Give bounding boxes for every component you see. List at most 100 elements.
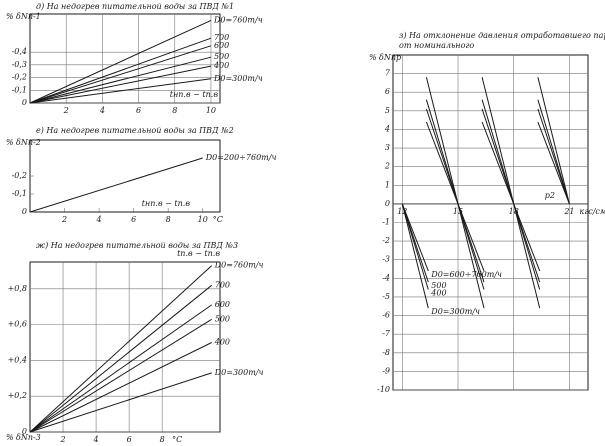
x-unit: °C — [213, 215, 223, 224]
y-tick-label: +0,6 — [8, 320, 27, 329]
series-line — [29, 45, 212, 104]
y-axis-label: δNп-2 — [16, 138, 41, 147]
x-tick-label: 2 — [61, 215, 67, 224]
y-tick-label: +0,2 — [8, 391, 27, 400]
x-tick-label: 10 — [206, 106, 216, 115]
x-tick-label: 8 — [166, 215, 171, 224]
y-tick-label: -5 — [382, 292, 390, 301]
x-axis-label: tнп.в − tп.в — [142, 199, 191, 208]
y-tick-label: -3 — [382, 255, 390, 264]
y-tick-label: 0 — [22, 98, 27, 107]
x-tick-label: 2 — [59, 435, 65, 444]
y-tick-label: -0,1 — [12, 85, 27, 94]
y-tick-label: -8 — [382, 348, 390, 357]
y-tick-label: -0,3 — [12, 60, 27, 69]
x-tick-label: 4 — [99, 106, 105, 115]
y-tick-label: 0 — [22, 427, 27, 436]
y-tick-label: -0,1 — [12, 189, 27, 198]
y-tick-label: 7 — [385, 69, 391, 78]
plot-frame — [29, 139, 221, 213]
x-tick-label: 6 — [136, 106, 141, 115]
y-tick-label: -6 — [382, 311, 390, 320]
y-tick-label: 3 — [385, 143, 390, 152]
series-line — [29, 56, 212, 104]
series-line — [401, 121, 570, 272]
x-axis-label: tп.в − tп.в — [177, 249, 220, 258]
y-unit: % — [6, 138, 14, 147]
y-tick-label: -9 — [382, 366, 390, 375]
y-tick-label: -2 — [382, 236, 390, 245]
chart-title: е) На недогрев питательной воды за ПВД №… — [36, 126, 234, 135]
y-tick-label: -7 — [382, 329, 391, 338]
x-tick-label: 6 — [131, 215, 136, 224]
series-line — [29, 265, 213, 433]
x-tick-label: 8 — [172, 106, 177, 115]
series-line — [29, 284, 213, 433]
x-tick-label: 21 — [563, 207, 574, 216]
x-unit: кгс/см² — [579, 207, 605, 216]
y-tick-label: 2 — [384, 162, 390, 171]
series-line — [29, 65, 212, 104]
y-tick-label: 1 — [385, 180, 390, 189]
x-tick-label: 8 — [160, 435, 165, 444]
series-line — [29, 372, 212, 433]
x-axis-label: tнп.в − tп.в — [170, 90, 219, 99]
chart-title: ж) На недогрев питательной воды за ПВД №… — [36, 241, 238, 250]
series-line — [29, 78, 212, 104]
y-tick-label: 0 — [22, 207, 27, 216]
series-label: D0=600÷760т/ч — [430, 270, 502, 279]
x-tick-label: 4 — [93, 435, 99, 444]
y-tick-label: -0,4 — [12, 47, 27, 56]
series-label: 700 — [214, 33, 229, 42]
y-tick-label: -0,2 — [12, 171, 27, 180]
series-label: 400 — [213, 61, 229, 70]
series-label: 500 — [431, 281, 446, 290]
series-label: D0=200÷760т/ч — [205, 153, 277, 162]
chart-title: от номинального — [399, 41, 474, 50]
series-line — [29, 19, 212, 104]
series-line — [29, 304, 212, 433]
y-tick-label: 0 — [385, 199, 390, 208]
series-label: 500 — [215, 314, 230, 323]
y-tick-label: +0,4 — [8, 355, 27, 364]
series-label: 400 — [214, 338, 230, 347]
x-axis-label: p2 — [545, 191, 555, 200]
x-unit: °C — [172, 435, 182, 444]
y-unit: % — [369, 53, 377, 62]
y-tick-label: -10 — [377, 385, 390, 394]
series-label: D0=760т/ч — [214, 261, 264, 270]
series-label: D0=300т/ч — [213, 74, 263, 83]
chart-title: з) На отклонение давления отработавшего … — [399, 31, 605, 40]
series-label: 600 — [215, 300, 230, 309]
series-label: 400 — [430, 289, 446, 298]
x-tick-label: 6 — [127, 435, 132, 444]
series-line — [29, 318, 212, 433]
y-unit: % — [6, 433, 14, 442]
x-tick-label: 10 — [198, 215, 208, 224]
y-tick-label: -4 — [382, 273, 390, 282]
x-tick-label: 18 — [509, 207, 519, 216]
series-line — [29, 37, 212, 104]
x-tick-label: 12 — [397, 207, 407, 216]
series-label: D0=300т/ч — [430, 307, 480, 316]
series-label: D0=760т/ч — [213, 15, 263, 24]
y-tick-label: 5 — [385, 106, 390, 115]
y-axis-label: δNп-1 — [16, 12, 41, 21]
series-label: 500 — [214, 52, 229, 61]
x-tick-label: 15 — [453, 207, 463, 216]
y-unit: % — [6, 12, 14, 21]
y-axis-label: δNп-3 — [16, 433, 41, 442]
y-tick-label: 6 — [385, 87, 390, 96]
y-tick-label: -0,2 — [12, 73, 27, 82]
x-tick-label: 2 — [63, 106, 69, 115]
y-tick-label: -1 — [382, 218, 390, 227]
x-tick-label: 4 — [96, 215, 102, 224]
series-label: D0=300т/ч — [214, 368, 264, 377]
series-line — [29, 342, 212, 433]
y-axis-label: δNпр — [379, 53, 401, 62]
series-label: 600 — [214, 41, 229, 50]
y-tick-label: +0,8 — [8, 284, 27, 293]
series-line — [29, 157, 203, 213]
chart-title: д) На недогрев питательной воды за ПВД №… — [36, 2, 234, 11]
